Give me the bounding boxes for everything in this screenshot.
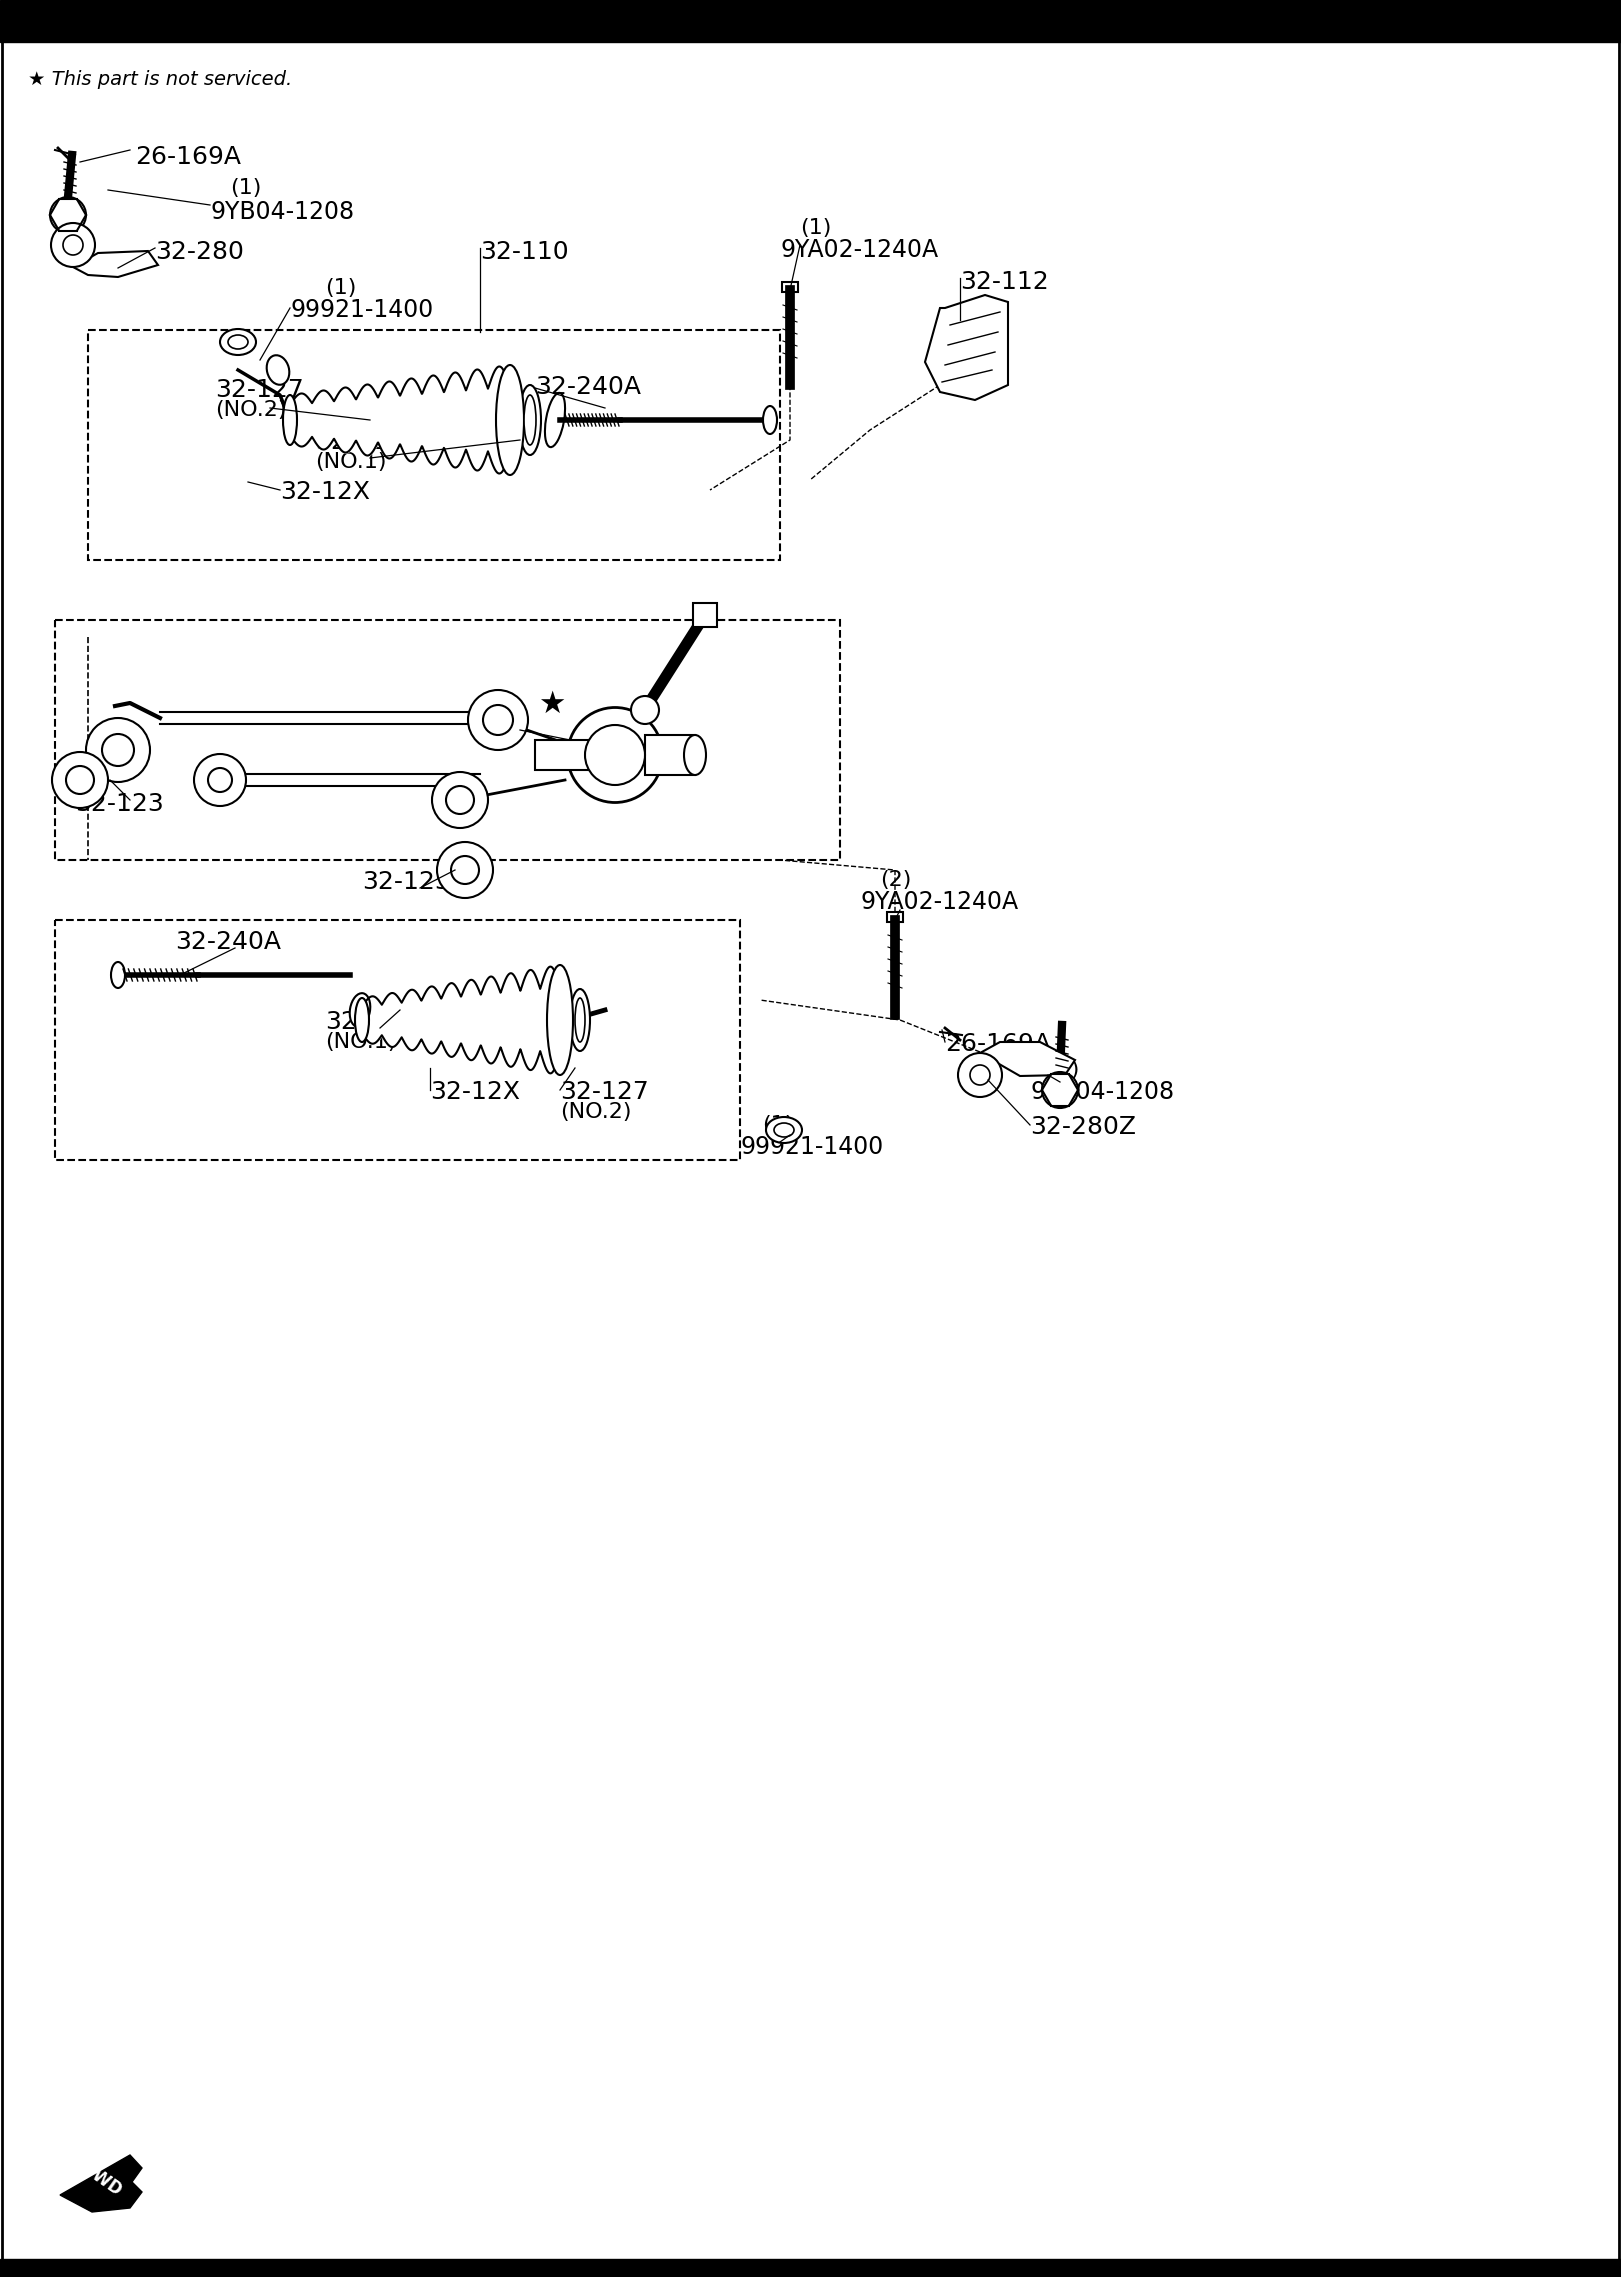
Text: (NO.2): (NO.2): [559, 1102, 632, 1123]
Text: 32-280: 32-280: [156, 239, 243, 264]
Ellipse shape: [585, 724, 645, 786]
Circle shape: [102, 733, 135, 765]
Ellipse shape: [567, 708, 663, 802]
Circle shape: [195, 754, 246, 806]
Ellipse shape: [496, 364, 524, 476]
Bar: [887, 913, 903, 922]
Text: 32-280Z: 32-280Z: [1029, 1116, 1136, 1138]
Text: 32-127: 32-127: [216, 378, 303, 403]
Circle shape: [1042, 1072, 1078, 1109]
Bar: [55, 619, 840, 861]
Ellipse shape: [220, 328, 256, 355]
Text: (NO.1): (NO.1): [314, 453, 386, 471]
Text: 32-123: 32-123: [571, 729, 658, 751]
Polygon shape: [60, 2154, 143, 2211]
Circle shape: [438, 842, 493, 897]
Circle shape: [433, 772, 488, 829]
Ellipse shape: [684, 735, 707, 774]
Circle shape: [468, 690, 528, 749]
Circle shape: [207, 767, 232, 792]
Circle shape: [86, 717, 151, 781]
Circle shape: [969, 1066, 990, 1086]
Text: (1): (1): [762, 1116, 793, 1134]
Ellipse shape: [524, 394, 537, 444]
Ellipse shape: [229, 335, 248, 348]
Polygon shape: [926, 296, 1008, 401]
Circle shape: [66, 765, 94, 795]
Text: FWD: FWD: [79, 2161, 125, 2200]
Bar: [55, 920, 741, 1159]
Text: ★: ★: [538, 690, 566, 720]
Text: ★ This part is not serviced.: ★ This part is not serviced.: [28, 71, 292, 89]
Ellipse shape: [545, 394, 566, 446]
Circle shape: [451, 856, 478, 883]
Ellipse shape: [110, 961, 125, 988]
Bar: [0, 2259, 1621, 2277]
Text: (1): (1): [324, 278, 357, 298]
Text: 9YB04-1208: 9YB04-1208: [211, 200, 353, 223]
Text: (NO.2): (NO.2): [216, 401, 287, 419]
Ellipse shape: [284, 394, 297, 444]
Bar: [645, 735, 695, 774]
Text: 9YA02-1240A: 9YA02-1240A: [861, 890, 1018, 913]
Text: 99921-1400: 99921-1400: [741, 1134, 883, 1159]
Text: (NO.1): (NO.1): [324, 1031, 397, 1052]
Ellipse shape: [267, 355, 289, 385]
Bar: [88, 330, 780, 560]
Text: 32-12X: 32-12X: [430, 1079, 520, 1104]
Text: (1): (1): [1049, 1061, 1080, 1079]
Ellipse shape: [631, 697, 660, 724]
Text: 32-127: 32-127: [314, 430, 404, 453]
Ellipse shape: [350, 993, 370, 1027]
Bar: [535, 740, 590, 770]
Circle shape: [446, 786, 473, 813]
Polygon shape: [981, 1043, 1075, 1077]
Text: 32-12X: 32-12X: [280, 480, 370, 503]
Ellipse shape: [773, 1123, 794, 1136]
Bar: [694, 603, 716, 626]
Text: (1): (1): [230, 178, 261, 198]
Text: (1): (1): [801, 219, 832, 239]
Bar: [781, 282, 799, 291]
Text: 26-169A: 26-169A: [135, 146, 242, 168]
Text: 32-110: 32-110: [480, 239, 569, 264]
Circle shape: [63, 235, 83, 255]
Ellipse shape: [575, 997, 585, 1043]
Text: 32-123: 32-123: [75, 792, 164, 815]
Text: 9YA02-1240A: 9YA02-1240A: [780, 239, 939, 262]
Text: 32-123: 32-123: [361, 870, 451, 895]
Ellipse shape: [519, 385, 541, 455]
Text: 32-112: 32-112: [960, 271, 1049, 294]
Ellipse shape: [571, 988, 590, 1052]
Text: 32-127: 32-127: [559, 1079, 648, 1104]
Circle shape: [52, 751, 109, 808]
Text: 32-240A: 32-240A: [175, 929, 280, 954]
Text: 32-127: 32-127: [324, 1011, 413, 1034]
Circle shape: [958, 1052, 1002, 1098]
Text: 9YB04-1208: 9YB04-1208: [1029, 1079, 1174, 1104]
Ellipse shape: [546, 965, 572, 1075]
Circle shape: [483, 706, 512, 735]
Ellipse shape: [763, 405, 776, 435]
Bar: [0, 0, 1621, 41]
Text: 99921-1400: 99921-1400: [290, 298, 433, 321]
Circle shape: [50, 198, 86, 232]
Ellipse shape: [355, 997, 370, 1043]
Text: 32-240A: 32-240A: [535, 376, 640, 398]
Text: (2): (2): [880, 870, 911, 890]
Ellipse shape: [767, 1118, 802, 1143]
Text: 26-169A: 26-169A: [945, 1031, 1050, 1057]
Polygon shape: [73, 250, 157, 278]
Circle shape: [50, 223, 96, 266]
